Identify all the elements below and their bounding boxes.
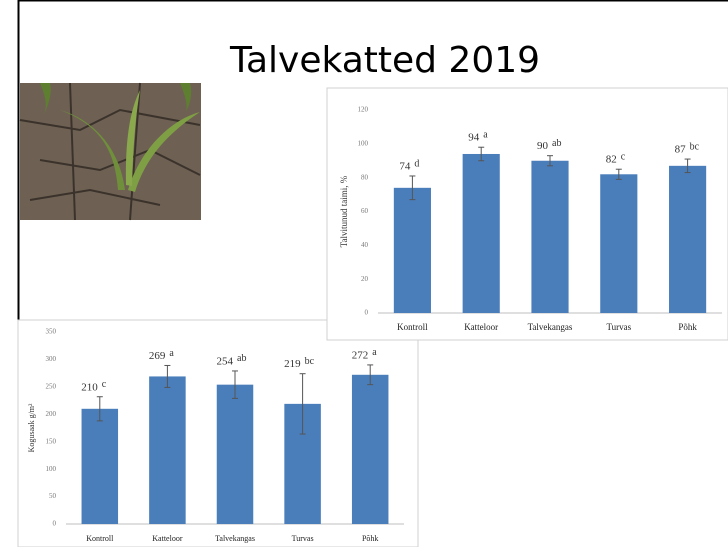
- significance-letter: c: [102, 379, 107, 390]
- y-tick-label: 100: [46, 465, 57, 473]
- y-axis-label: Talvitunud taimi, %: [339, 175, 349, 247]
- x-tick-label: Talvekangas: [215, 534, 255, 543]
- significance-letter: bc: [305, 356, 315, 367]
- value-label: 254: [217, 355, 234, 367]
- error-bar: [367, 364, 374, 386]
- value-label: 74: [399, 161, 411, 173]
- value-label: 90: [537, 140, 549, 152]
- x-tick-label: Turvas: [292, 534, 314, 543]
- chart: 0 50 100 150 200 250 300 350 Kogusaak g/m² Kontro…: [17, 319, 419, 547]
- significance-letter: d: [414, 158, 419, 169]
- bar: [531, 160, 569, 313]
- bar: [216, 384, 254, 524]
- x-tick-label: Kontroll: [397, 322, 428, 332]
- y-tick-label: 120: [358, 106, 369, 114]
- y-tick-label: 100: [358, 139, 369, 147]
- x-tick-label: Katteloor: [464, 322, 498, 332]
- y-tick-label: 20: [361, 275, 369, 283]
- x-tick-label: Põhk: [362, 534, 378, 543]
- significance-letter: c: [621, 152, 626, 163]
- y-tick-label: 300: [46, 355, 57, 363]
- y-tick-label: 60: [361, 207, 369, 215]
- error-bar: [164, 364, 171, 388]
- bar: [351, 374, 389, 524]
- bar: [81, 408, 119, 524]
- x-tick-label: Talvekangas: [528, 322, 573, 332]
- chart-panel: [326, 87, 728, 341]
- y-tick-label: 150: [46, 437, 57, 445]
- y-tick-label: 200: [46, 410, 57, 418]
- slide-title: Talvekatted 2019: [229, 40, 540, 81]
- y-axis-label: Kogusaak g/m²: [27, 403, 36, 452]
- error-bar: [547, 155, 553, 167]
- value-label: 87: [675, 144, 687, 156]
- y-tick-label: 0: [53, 520, 57, 528]
- error-bar: [684, 158, 691, 174]
- significance-letter: a: [169, 348, 174, 359]
- y-tick-label: 80: [361, 173, 369, 181]
- bar: [669, 165, 707, 313]
- y-tick-label: 350: [46, 328, 57, 336]
- error-bar: [409, 175, 416, 201]
- bar: [600, 174, 638, 313]
- value-label: 269: [149, 350, 166, 362]
- bar: [393, 187, 431, 313]
- y-tick-label: 40: [361, 241, 369, 249]
- value-label: 94: [468, 132, 480, 144]
- significance-letter: a: [372, 347, 377, 358]
- x-tick-label: Põhk: [678, 322, 697, 332]
- error-bar: [299, 373, 306, 435]
- bar: [149, 376, 186, 524]
- significance-letter: ab: [552, 138, 561, 149]
- error-bar: [232, 370, 238, 399]
- error-bar: [96, 396, 103, 422]
- y-tick-label: 50: [49, 492, 57, 500]
- error-bar: [478, 146, 485, 162]
- value-label: 272: [352, 349, 369, 361]
- photo: [19, 82, 201, 221]
- chart: 0 20 40 60 80 100 120 Talvitunud taimi, % Kontro…: [326, 87, 728, 341]
- y-tick-label: 0: [365, 309, 369, 317]
- significance-letter: ab: [237, 353, 246, 364]
- x-tick-label: Turvas: [606, 322, 631, 332]
- value-label: 219: [284, 358, 301, 370]
- error-bar: [615, 168, 622, 180]
- significance-letter: a: [483, 130, 488, 141]
- x-tick-label: Katteloor: [152, 534, 183, 543]
- x-tick-label: Kontroll: [86, 534, 114, 543]
- y-tick-label: 250: [46, 382, 57, 390]
- value-label: 210: [81, 381, 98, 393]
- bar: [462, 153, 500, 313]
- significance-letter: bc: [690, 141, 700, 152]
- value-label: 82: [606, 154, 617, 166]
